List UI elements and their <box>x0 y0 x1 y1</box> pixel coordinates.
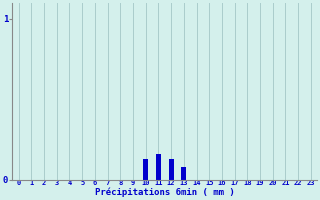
X-axis label: Précipitations 6min ( mm ): Précipitations 6min ( mm ) <box>95 188 235 197</box>
Bar <box>143 159 148 180</box>
Bar <box>169 159 174 180</box>
Bar <box>156 154 161 180</box>
Bar <box>181 167 186 180</box>
